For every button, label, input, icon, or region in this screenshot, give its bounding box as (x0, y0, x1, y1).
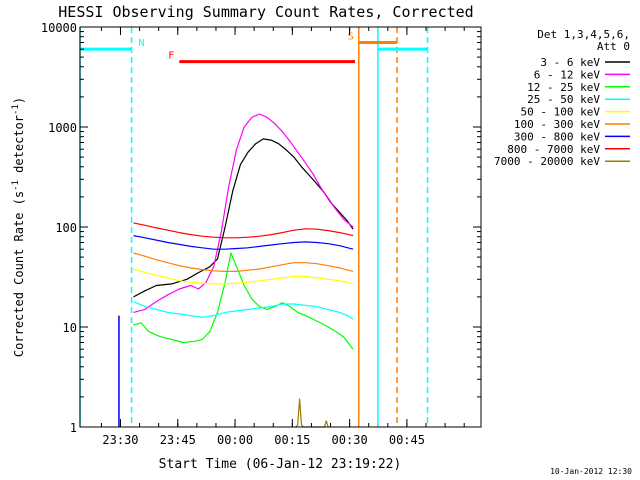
series-line-2 (133, 113, 354, 313)
y-axis-label-end: ) (12, 97, 26, 104)
status-label-f: F (168, 51, 174, 62)
x-tick-label-5: 00:45 (389, 433, 425, 447)
legend-label-5: 50 - 100 keV (521, 106, 601, 119)
footer-timestamp: 10-Jan-2012 12:30 (550, 467, 632, 476)
y-tick-label-3: 1000 (48, 121, 77, 135)
y-axis-label-sup1: -1 (11, 180, 21, 191)
status-label-n: N (139, 38, 145, 49)
chart-title: HESSI Observing Summary Count Rates, Cor… (58, 3, 473, 21)
series-line-9 (295, 398, 329, 428)
y-tick-label-2: 100 (55, 221, 77, 235)
x-tick-label-2: 00:00 (217, 433, 253, 447)
legend-header-line2: Att 0 (597, 40, 630, 53)
y-tick-label-1: 10 (63, 321, 77, 335)
status-label-s: S (348, 31, 354, 42)
legend-label-3: 12 - 25 keV (527, 81, 600, 94)
y-tick-label-0: 1 (70, 421, 77, 435)
y-axis-label-mid: detector (12, 115, 26, 180)
legend-header-line1: Det 1,3,4,5,6, (537, 28, 630, 41)
series-group (133, 113, 354, 428)
x-tick-label-0: 23:30 (102, 433, 138, 447)
x-tick-label-3: 00:15 (274, 433, 310, 447)
x-tick-label-4: 00:30 (332, 433, 368, 447)
series-line-6 (133, 252, 354, 272)
svg-text:Corrected Count Rate (s-1 dete: Corrected Count Rate (s-1 detector-1) (11, 97, 26, 357)
x-axis-label: Start Time (06-Jan-12 23:19:22) (159, 457, 402, 472)
series-line-7 (133, 235, 354, 250)
legend-label-6: 100 - 300 keV (514, 118, 600, 131)
legend-label-8: 800 - 7000 keV (507, 143, 600, 156)
y-axis-label-main: Corrected Count Rate (s (12, 191, 26, 357)
x-tick-label-1: 23:45 (160, 433, 196, 447)
legend-label-4: 25 - 50 keV (527, 93, 600, 106)
series-line-1 (133, 138, 354, 298)
legend-label-9: 7000 - 20000 keV (494, 155, 600, 168)
plot-area: N F S (79, 27, 429, 427)
series-line-3 (133, 252, 354, 350)
y-axis-label-sup2: -1 (11, 104, 21, 115)
y-tick-label-4: 10000 (41, 21, 77, 35)
legend-label-2: 6 - 12 keV (534, 68, 601, 81)
axis-group: 1 10 100 1000 10000 23:30 23:45 00:00 00:15 00:30… (41, 21, 482, 447)
plot-frame (79, 26, 482, 428)
series-line-4 (133, 300, 354, 320)
series-line-5 (133, 268, 354, 285)
legend-label-1: 3 - 6 keV (540, 56, 600, 69)
series-line-8 (133, 222, 354, 239)
y-axis-label: Corrected Count Rate (s-1 detector-1) (11, 97, 26, 357)
legend-label-7: 300 - 800 keV (514, 130, 600, 143)
